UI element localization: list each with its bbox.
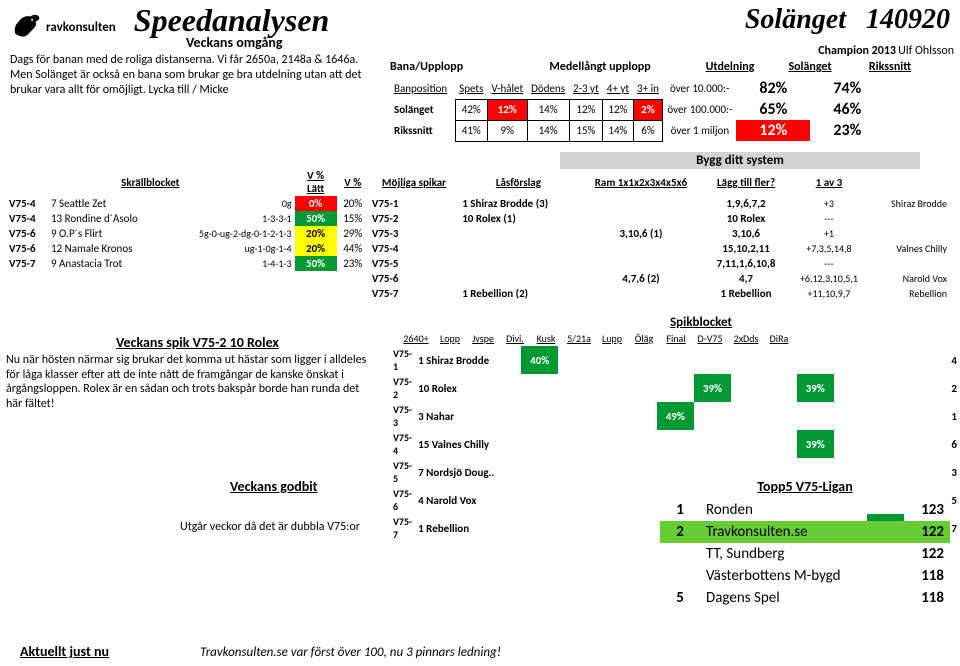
race-date: 140920 (866, 6, 950, 34)
spikblocket-title: Spikblocket (670, 315, 732, 330)
bana-col5: Rikssnitt (850, 60, 930, 74)
champion-name: Ulf Ohlsson (898, 44, 954, 58)
position-grid: BanpositionSpetsV-håletDödens2-3 yt4+ yt… (390, 78, 885, 142)
bana-col2: Medellångt upplopp (510, 60, 690, 74)
bana-col3: Utdelning (690, 60, 770, 74)
champion-label: Champion 2013 (818, 44, 896, 58)
bana-header-row: Bana/Upplopp Medellångt upplopp Utdelnin… (390, 60, 950, 74)
topp5-block: Topp5 V75-Ligan 1Ronden1232Travkonsulten… (660, 478, 950, 609)
bana-col1: Bana/Upplopp (390, 60, 510, 74)
skrall-block: SkrällblocketV % LättV %Möjliga spikarLå… (6, 168, 950, 301)
intro-text: Dags för banan med de roliga distanserna… (10, 53, 370, 98)
spik-columns: 2640+LoppJvspeDivi.Kusk5/21aLuppÖlägFina… (398, 332, 794, 345)
build-system-bar: Bygg ditt system (560, 152, 920, 169)
bana-col4: Solänget (770, 60, 850, 74)
topp5-title: Topp5 V75-Ligan (660, 478, 950, 495)
brand-text: ravkonsulten (46, 20, 116, 35)
logo-icon (10, 8, 44, 42)
godbit-note: Utgår veckor då det är dubbla V75:or (180, 520, 360, 534)
weekly-spik-text: Nu när hösten närmar sig brukar det komm… (6, 353, 376, 412)
page-title: Speedanalysen (134, 4, 330, 36)
track-name: Solänget (745, 6, 846, 34)
footer-text: Travkonsulten.se var först över 100, nu … (200, 645, 501, 660)
godbit-title: Veckans godbit (230, 478, 318, 495)
aktuellt-title: Aktuellt just nu (20, 643, 109, 660)
